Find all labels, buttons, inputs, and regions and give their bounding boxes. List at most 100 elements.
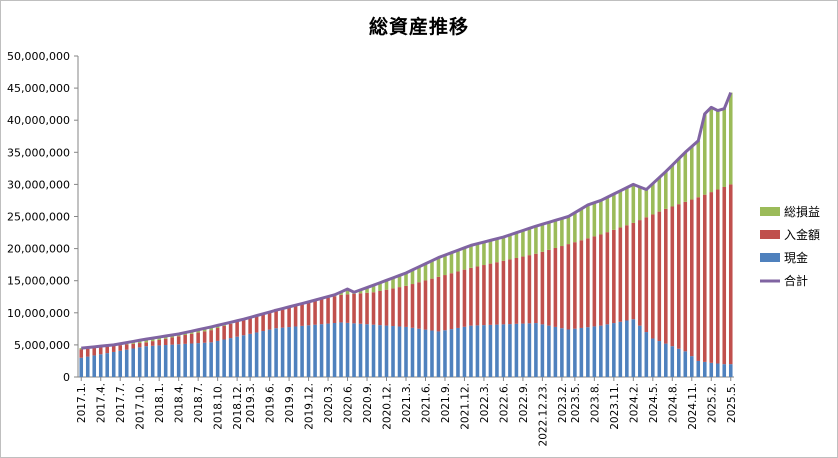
bar-deposit <box>560 246 564 329</box>
bar-deposit <box>715 189 720 364</box>
bar-gain <box>696 140 701 198</box>
bar-gain <box>423 263 428 281</box>
x-tick-label: 2024.5. <box>648 383 660 423</box>
bar-cash <box>228 338 233 377</box>
x-tick-label: 2023.5. <box>570 383 582 423</box>
bar-deposit <box>527 255 532 324</box>
bar-deposit <box>391 288 395 327</box>
bar-deposit <box>495 262 499 325</box>
bar-cash <box>534 323 538 377</box>
bar-deposit <box>319 299 324 325</box>
bar-gain <box>664 171 668 209</box>
bar-gain <box>482 242 486 266</box>
bar-deposit <box>436 276 441 332</box>
bar-gain <box>417 266 421 283</box>
bar-cash <box>144 346 148 377</box>
bar-deposit <box>605 232 610 325</box>
bar-deposit <box>79 349 84 358</box>
bar-cash <box>254 332 259 377</box>
bar-cash <box>696 360 701 377</box>
bar-gain <box>371 285 376 293</box>
bar-gain <box>449 252 454 274</box>
bar-deposit <box>540 251 545 325</box>
bar-deposit <box>404 285 408 327</box>
bar-gain <box>462 247 467 270</box>
y-tick-label: 0 <box>63 371 70 384</box>
bar-cash <box>280 327 285 377</box>
bar-cash <box>625 320 629 377</box>
bar-cash <box>612 323 616 377</box>
x-tick-label: 2021.9. <box>440 383 452 423</box>
bar-gain <box>677 158 681 205</box>
bar-cash <box>586 327 590 377</box>
bar-deposit <box>534 253 538 324</box>
bar-deposit <box>579 240 584 328</box>
bar-gain <box>651 183 655 215</box>
bar-deposit <box>228 323 233 339</box>
bar-deposit <box>137 343 142 348</box>
bar-cash <box>462 326 467 377</box>
bar-cash <box>417 328 421 377</box>
bar-cash <box>345 322 350 377</box>
bar-gain <box>657 177 662 212</box>
bar-cash <box>98 354 103 377</box>
bar-gain <box>547 222 551 250</box>
bar-deposit <box>501 260 506 325</box>
x-tick-label: 2022.9. <box>518 383 530 423</box>
bar-cash <box>358 323 363 377</box>
x-tick-label: 2024.11. <box>687 383 699 430</box>
bar-deposit <box>547 249 551 326</box>
bar-cash <box>241 335 246 377</box>
bar-cash <box>423 329 428 377</box>
bar-deposit <box>449 273 454 330</box>
bar-gain <box>540 224 545 252</box>
bar-deposit <box>722 186 727 365</box>
bar-cash <box>170 344 174 377</box>
bar-cash <box>202 342 207 377</box>
bar-cash <box>469 325 473 377</box>
bar-deposit <box>300 303 304 326</box>
bar-cash <box>566 329 571 377</box>
bar-cash <box>397 326 402 377</box>
bar-deposit <box>124 344 129 350</box>
bar-cash <box>79 357 84 377</box>
bar-cash <box>605 324 610 377</box>
bar-deposit <box>274 308 278 329</box>
bar-cash <box>728 364 733 377</box>
bar-deposit <box>144 342 148 347</box>
bar-deposit <box>293 304 298 327</box>
x-tick-label: 2017.10. <box>135 383 147 430</box>
bar-deposit <box>586 238 590 328</box>
x-tick-label: 2019.12. <box>304 383 316 430</box>
bar-gain <box>436 257 441 277</box>
x-tick-label: 2021.12. <box>459 383 471 430</box>
x-tick-label: 2019.9. <box>284 383 296 423</box>
x-tick-label: 2017.4. <box>96 383 108 423</box>
bar-cash <box>300 325 304 377</box>
bar-deposit <box>352 293 356 324</box>
bar-cash <box>618 321 623 377</box>
bar-cash <box>85 356 90 377</box>
bar-cash <box>196 343 200 377</box>
x-tick-label: 2018.7. <box>193 383 205 423</box>
bar-deposit <box>651 214 655 339</box>
bar-cash <box>443 330 447 377</box>
bar-deposit <box>397 287 402 327</box>
bar-cash <box>326 323 330 377</box>
bar-cash <box>274 328 278 377</box>
bar-deposit <box>248 317 252 334</box>
bar-deposit <box>644 217 649 333</box>
bar-cash <box>267 329 272 377</box>
bar-gain <box>345 289 350 295</box>
bar-gain <box>625 187 629 226</box>
bar-cash <box>319 324 324 377</box>
bar-deposit <box>657 211 662 342</box>
bar-cash <box>501 324 506 377</box>
y-tick-label: 5,000,000 <box>14 339 70 352</box>
bar-gain <box>404 272 408 286</box>
bar-deposit <box>371 292 376 325</box>
bar-deposit <box>573 242 577 329</box>
bar-cash <box>293 326 298 377</box>
bar-cash <box>157 345 161 377</box>
bar-cash <box>495 324 499 377</box>
